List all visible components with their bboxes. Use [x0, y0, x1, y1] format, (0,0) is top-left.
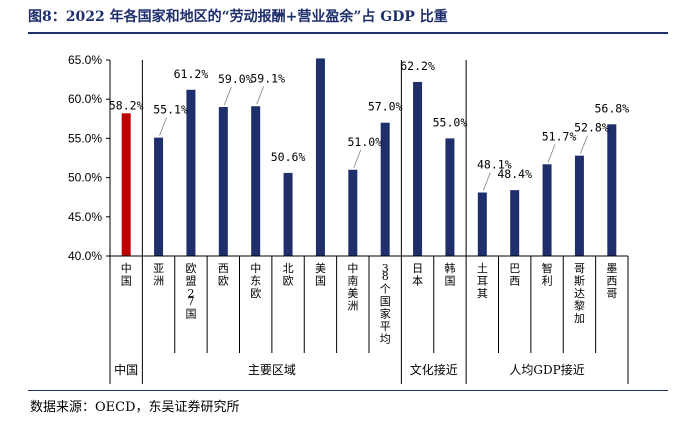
- bar-chart: 40.0% 45.0% 50.0% 55.0% 60.0% 65.0% 58.2% 55.1…: [68, 53, 629, 384]
- data-label: 61.2%: [174, 67, 209, 81]
- data-label: 56.8%: [595, 101, 630, 115]
- data-label: 55.0%: [433, 115, 468, 129]
- group-label: 人均GDP接近: [509, 362, 584, 377]
- x-tick-label: 韩国: [444, 261, 455, 288]
- data-label: 62.2%: [400, 59, 435, 73]
- y-tick-label: 55.0%: [68, 131, 102, 145]
- title-divider: [28, 32, 668, 34]
- y-tick-label: 40.0%: [68, 249, 102, 263]
- bar-38个国家平均: [380, 122, 390, 256]
- data-label-leader: [353, 149, 362, 168]
- x-tick-label: 智利: [542, 261, 553, 288]
- bar-日本: [413, 81, 423, 257]
- bar-中国: [121, 113, 131, 256]
- bar-智利: [542, 164, 552, 256]
- bars: [121, 58, 617, 257]
- bar-北欧: [283, 172, 293, 256]
- bar-亚洲: [154, 137, 164, 256]
- data-label: 51.7%: [542, 129, 577, 143]
- data-label: 48.1%: [477, 157, 512, 171]
- x-tick-label: 哥斯达黎加: [574, 262, 585, 325]
- data-label: 58.2%: [109, 98, 144, 112]
- y-tick-label: 65.0%: [68, 53, 102, 67]
- bar-中东欧: [251, 106, 261, 256]
- data-label: 48.4%: [497, 167, 532, 181]
- bar-欧盟27国: [186, 89, 196, 257]
- bar-中南美洲: [348, 169, 358, 256]
- bar-哥斯达黎加: [574, 155, 584, 256]
- x-tick-label: 中南美洲: [347, 262, 358, 313]
- bar-美国: [315, 58, 325, 256]
- data-label: 59.0%: [218, 72, 253, 86]
- x-tick-label: 巴西: [509, 262, 520, 288]
- data-label: 57.0%: [368, 100, 403, 114]
- data-label: 52.8%: [574, 121, 609, 135]
- source-divider: [28, 390, 668, 391]
- y-tick-label: 60.0%: [68, 92, 102, 106]
- x-tick-label: 日本: [412, 262, 423, 288]
- x-tick-label: 中国: [121, 262, 132, 288]
- x-tick-label: 欧盟 2 7 国: [185, 262, 196, 321]
- data-label-leader: [159, 117, 167, 136]
- x-tick-label: 中东欧: [250, 262, 261, 300]
- x-tick-label: 美国: [315, 262, 326, 288]
- data-labels: 58.2% 55.1% 61.2% 59.0%59.1% 50.6% 51.0% 57.0%…: [109, 59, 629, 191]
- group-label: 主要区域: [248, 363, 296, 377]
- data-label: 59.1%: [250, 71, 285, 85]
- x-tick-label: 3 8 个国家平均: [380, 262, 391, 346]
- x-tick-label: 北欧: [283, 262, 294, 288]
- data-label: 55.1%: [153, 103, 188, 117]
- data-label-leader: [223, 86, 232, 106]
- bar-巴西: [510, 190, 520, 256]
- source-note: 数据来源：OECD，东吴证券研究所: [30, 400, 240, 415]
- data-label-leader: [547, 144, 556, 163]
- x-tick-label: 西欧: [218, 262, 229, 288]
- data-label: 50.6%: [271, 150, 306, 164]
- data-label-leader: [580, 135, 588, 154]
- y-tick-label: 45.0%: [68, 210, 102, 224]
- y-axis: 40.0% 45.0% 50.0% 55.0% 60.0% 65.0%: [68, 53, 111, 263]
- bar-土耳其: [477, 192, 487, 256]
- group-label: 中国: [114, 362, 138, 377]
- bar-韩国: [445, 138, 455, 256]
- x-tick-label: 亚洲: [153, 262, 164, 288]
- group-label: 文化接近: [410, 362, 458, 377]
- data-label-leader: [256, 86, 265, 105]
- bar-西欧: [218, 107, 228, 256]
- x-tick-label: 墨西哥: [606, 262, 617, 300]
- chart-title: 图8：2022 年各国家和地区的“劳动报酬+营业盈余”占 GDP 比重: [28, 9, 448, 25]
- x-tick-label: 土耳其: [477, 262, 488, 300]
- data-label: 51.0%: [348, 135, 383, 149]
- y-tick-label: 50.0%: [68, 171, 102, 185]
- data-label-leader: [482, 172, 491, 191]
- bar-墨西哥: [607, 124, 617, 257]
